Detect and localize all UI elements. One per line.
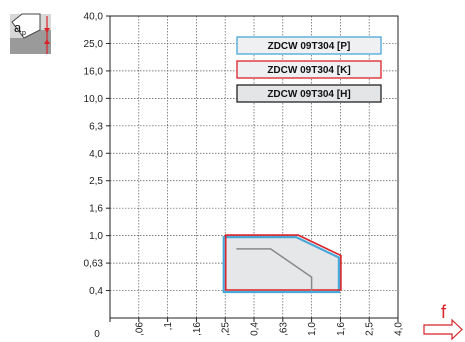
y-tick-label: 40,0 (84, 12, 104, 23)
x-tick-label: 4,0 (394, 322, 405, 336)
x-tick-label: ,1 (163, 322, 174, 331)
legend-box (236, 36, 382, 55)
x-tick-label: 0,4 (250, 322, 261, 336)
x-tick-label: 1,0 (307, 322, 318, 336)
x-tick-label: ,06 (134, 322, 145, 336)
depth-of-cut-icon: a p (10, 13, 51, 54)
legend-label: ZDCW 09T304 [P] (268, 41, 351, 52)
legend-box (236, 84, 382, 103)
series-area-k (224, 234, 342, 291)
legend-label: ZDCW 09T304 [K] (267, 65, 350, 76)
y-tick-label: 4,0 (89, 149, 103, 160)
x-tick-label: ,25 (221, 322, 232, 336)
svg-text:p: p (22, 30, 26, 37)
series-line-h (236, 248, 313, 291)
y-tick-label: 1,6 (89, 204, 103, 215)
plot-grid (110, 16, 398, 318)
plot-areas (222, 234, 342, 294)
series-area-p (222, 236, 340, 294)
y-tick-label: 0,4 (89, 286, 103, 297)
x-axis-label: f (441, 302, 447, 322)
legend: ZDCW 09T304 [P] ZDCW 09T304 [K] ZDCW 09T30… (236, 36, 382, 103)
y-axis-ticks: 40,0 25,0 16,0 10,0 6,3 4,0 2,5 1,6 1,0 0,63 0,4 (84, 12, 110, 297)
y-tick-label: 2,5 (89, 176, 103, 187)
y-tick-label: 16,0 (84, 66, 104, 77)
y-tick-label: 6,3 (89, 121, 103, 132)
svg-text:a: a (14, 20, 22, 35)
x-tick-label: 0 (94, 329, 100, 340)
x-tick-label: 2,5 (365, 322, 376, 336)
x-tick-label: 1,6 (336, 322, 347, 336)
feed-arrow-icon (423, 318, 463, 341)
y-tick-label: 25,0 (84, 39, 104, 50)
y-tick-label: 0,63 (84, 259, 104, 270)
x-tick-label: ,16 (192, 322, 203, 336)
x-axis-ticks: 0 ,06 ,1 ,16 ,25 0,4 ,63 1,0 1,6 2,5 4,0 (94, 318, 405, 340)
legend-label: ZDCW 09T304 [H] (267, 89, 350, 100)
x-tick-label: ,63 (278, 322, 289, 336)
y-tick-label: 1,0 (89, 231, 103, 242)
legend-box (236, 60, 382, 79)
y-tick-label: 10,0 (84, 94, 104, 105)
